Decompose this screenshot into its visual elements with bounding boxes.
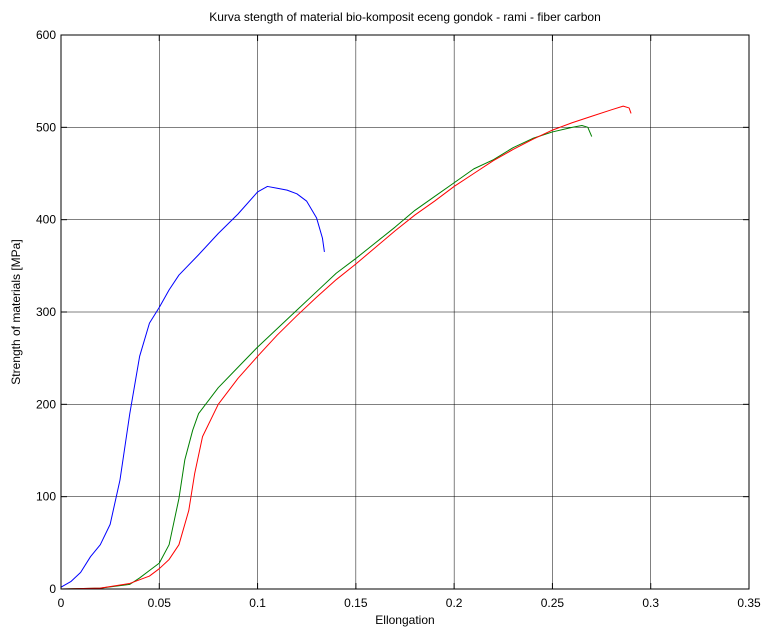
grid-lines (61, 35, 749, 589)
series-line-2 (60, 124, 593, 590)
chart-title: Kurva stength of material bio-komposit e… (209, 10, 601, 24)
y-tick-label: 100 (36, 490, 56, 504)
x-tick-label: 0.3 (642, 596, 659, 610)
x-tick-label: 0.2 (446, 596, 463, 610)
series-line-1 (60, 185, 325, 588)
y-tick-label: 0 (49, 582, 56, 596)
y-axis-label: Strength of materials [MPa] (9, 239, 23, 384)
tick-labels: 0 0.05 0.1 0.15 0.2 0.25 0.3 0.35 0 100 200 300 400 5… (36, 28, 761, 610)
x-tick-label: 0.05 (148, 596, 172, 610)
x-tick-label: 0.35 (737, 596, 761, 610)
y-tick-label: 500 (36, 120, 56, 134)
x-tick-label: 0.25 (541, 596, 565, 610)
x-axis-label: Ellongation (375, 613, 434, 627)
series-line-3 (60, 105, 632, 590)
series-layer (60, 105, 632, 590)
axis-ticks (60, 34, 750, 590)
x-tick-label: 0 (58, 596, 65, 610)
x-tick-label: 0.1 (249, 596, 266, 610)
y-tick-label: 200 (36, 397, 56, 411)
y-tick-label: 300 (36, 305, 56, 319)
y-tick-label: 600 (36, 28, 56, 42)
y-tick-label: 400 (36, 213, 56, 227)
x-tick-label: 0.15 (344, 596, 368, 610)
